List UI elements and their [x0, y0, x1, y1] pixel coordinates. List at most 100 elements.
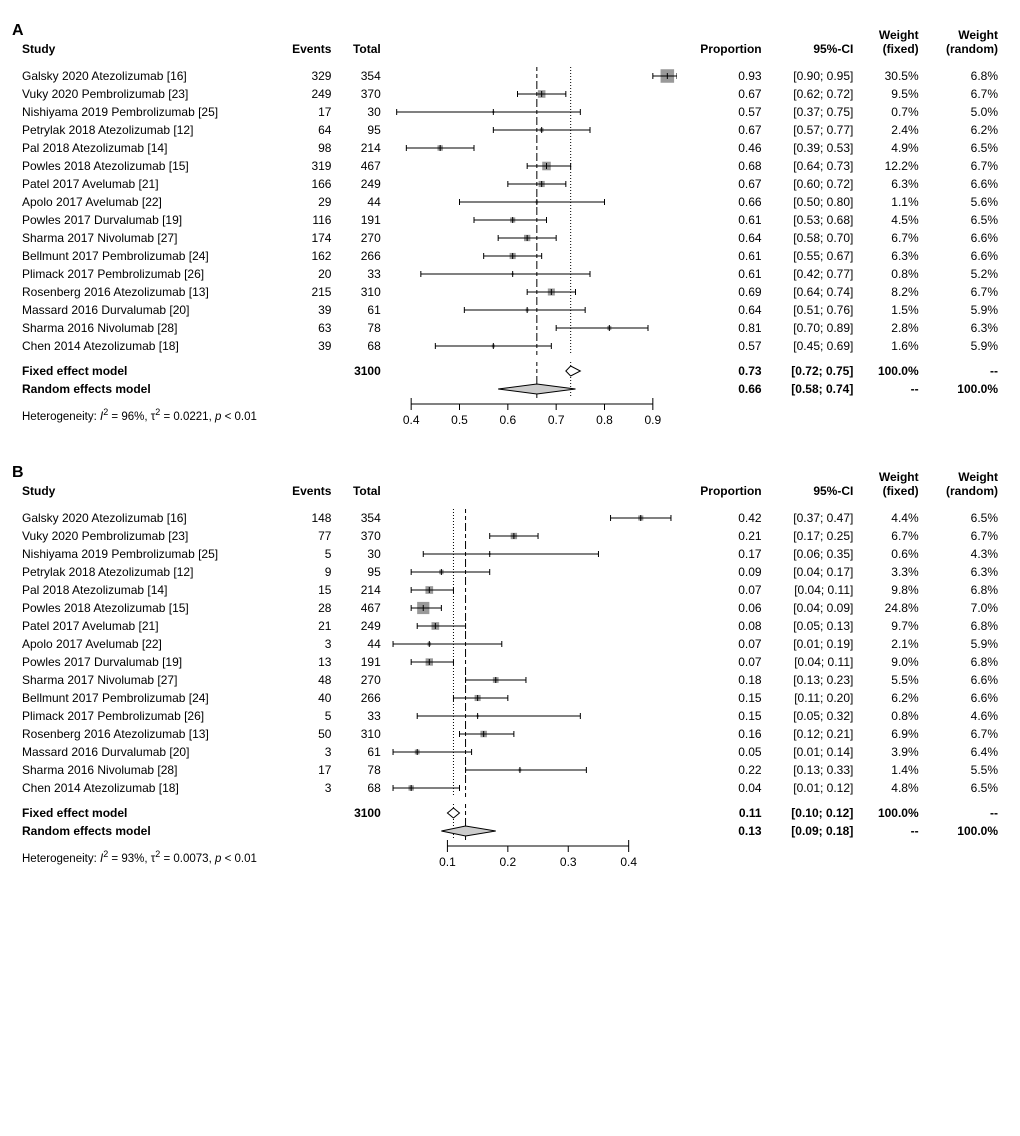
- study-row: Apolo 2017 Avelumab [22]29440.66[0.50; 0…: [16, 193, 1004, 211]
- cell-wf: 3.3%: [859, 563, 924, 581]
- cell-total: 266: [337, 247, 386, 265]
- cell-prop: 0.11: [677, 804, 768, 822]
- cell-study: Powles 2018 Atezolizumab [15]: [16, 599, 274, 617]
- col-ci: 95%-CI: [768, 26, 860, 58]
- col-wrandom: Weight(random): [925, 26, 1004, 58]
- col-plot: [387, 468, 677, 500]
- cell-study: Apolo 2017 Avelumab [22]: [16, 193, 274, 211]
- cell-events: 40: [274, 689, 338, 707]
- forest-row-plot: [387, 671, 677, 689]
- cell-prop: 0.61: [677, 265, 768, 283]
- cell-ci: [0.70; 0.89]: [768, 319, 860, 337]
- cell-wr: 6.7%: [925, 283, 1004, 301]
- cell-wf: 2.1%: [859, 635, 924, 653]
- cell-wf: 24.8%: [859, 599, 924, 617]
- study-row: Pal 2018 Atezolizumab [14]152140.07[0.04…: [16, 581, 1004, 599]
- forest-row-plot: [387, 283, 677, 301]
- forest-row-plot: [387, 193, 677, 211]
- forest-row-plot: [387, 725, 677, 743]
- cell-ci: [0.11; 0.20]: [768, 689, 860, 707]
- cell-ci: [0.72; 0.75]: [768, 362, 860, 380]
- cell-prop: 0.07: [677, 653, 768, 671]
- cell-label: Fixed effect model: [16, 804, 274, 822]
- cell-events: 39: [274, 301, 338, 319]
- cell-wr: 5.9%: [925, 635, 1004, 653]
- cell-total: 354: [337, 67, 386, 85]
- cell-prop: 0.07: [677, 635, 768, 653]
- col-events: Events: [274, 26, 338, 58]
- cell-ci: [0.58; 0.70]: [768, 229, 860, 247]
- cell-wf: 0.8%: [859, 707, 924, 725]
- cell-wf: 9.0%: [859, 653, 924, 671]
- cell-events: 15: [274, 581, 338, 599]
- cell-prop: 0.66: [677, 193, 768, 211]
- cell-total: 370: [337, 85, 386, 103]
- forest-row-plot: [387, 563, 677, 581]
- cell-wr: 6.6%: [925, 229, 1004, 247]
- col-events: Events: [274, 468, 338, 500]
- cell-ci: [0.01; 0.12]: [768, 779, 860, 797]
- study-row: Chen 2014 Atezolizumab [18]3680.04[0.01;…: [16, 779, 1004, 797]
- cell-prop: 0.67: [677, 175, 768, 193]
- forest-row-plot: [387, 743, 677, 761]
- forest-row-plot: [387, 509, 677, 527]
- forest-diamond: [387, 804, 677, 822]
- cell-wf: --: [859, 822, 924, 840]
- cell-label: Random effects model: [16, 822, 274, 840]
- cell-wr: 6.3%: [925, 563, 1004, 581]
- forest-panel-B: BStudyEventsTotalProportion95%-CIWeight(…: [16, 468, 1004, 874]
- study-row: Bellmunt 2017 Pembrolizumab [24]402660.1…: [16, 689, 1004, 707]
- study-row: Galsky 2020 Atezolizumab [16]3293540.93[…: [16, 67, 1004, 85]
- cell-ci: [0.60; 0.72]: [768, 175, 860, 193]
- forest-row-plot: [387, 581, 677, 599]
- study-row: Powles 2017 Durvalumab [19]1161910.61[0.…: [16, 211, 1004, 229]
- cell-ci: [0.17; 0.25]: [768, 527, 860, 545]
- fixed-effect-row: Fixed effect model31000.11[0.10; 0.12]10…: [16, 804, 1004, 822]
- forest-row-plot: [387, 707, 677, 725]
- cell-wf: 3.9%: [859, 743, 924, 761]
- cell-wf: 0.7%: [859, 103, 924, 121]
- cell-ci: [0.51; 0.76]: [768, 301, 860, 319]
- cell-events: 249: [274, 85, 338, 103]
- cell-study: Petrylak 2018 Atezolizumab [12]: [16, 121, 274, 139]
- svg-text:0.4: 0.4: [403, 413, 420, 427]
- cell-events: 319: [274, 157, 338, 175]
- cell-wf: 8.2%: [859, 283, 924, 301]
- svg-text:0.1: 0.1: [439, 855, 456, 869]
- cell-wr: 4.3%: [925, 545, 1004, 563]
- forest-row-plot: [387, 85, 677, 103]
- cell-events: 39: [274, 337, 338, 355]
- forest-row-plot: [387, 779, 677, 797]
- cell-wf: 9.5%: [859, 85, 924, 103]
- study-row: Vuky 2020 Pembrolizumab [23]2493700.67[0…: [16, 85, 1004, 103]
- cell-wf: 9.8%: [859, 581, 924, 599]
- cell-study: Plimack 2017 Pembrolizumab [26]: [16, 707, 274, 725]
- cell-ci: [0.64; 0.74]: [768, 283, 860, 301]
- cell-study: Chen 2014 Atezolizumab [18]: [16, 779, 274, 797]
- random-effects-row: Random effects model0.66[0.58; 0.74]--10…: [16, 380, 1004, 398]
- cell-events: 77: [274, 527, 338, 545]
- cell-wf: 12.2%: [859, 157, 924, 175]
- cell-events: 50: [274, 725, 338, 743]
- cell-ci: [0.12; 0.21]: [768, 725, 860, 743]
- cell-total: 370: [337, 527, 386, 545]
- cell-total: 310: [337, 725, 386, 743]
- forest-row-plot: [387, 635, 677, 653]
- cell-events: 98: [274, 139, 338, 157]
- cell-prop: 0.17: [677, 545, 768, 563]
- forest-row-plot: [387, 157, 677, 175]
- cell-events: 329: [274, 67, 338, 85]
- cell-wr: 6.5%: [925, 139, 1004, 157]
- cell-total: 78: [337, 761, 386, 779]
- cell-events: 215: [274, 283, 338, 301]
- forest-row-plot: [387, 545, 677, 563]
- cell-prop: 0.42: [677, 509, 768, 527]
- cell-wf: 5.5%: [859, 671, 924, 689]
- forest-row-plot: [387, 247, 677, 265]
- cell-wf: 9.7%: [859, 617, 924, 635]
- cell-wf: 6.9%: [859, 725, 924, 743]
- cell-wr: --: [925, 804, 1004, 822]
- cell-total: 270: [337, 229, 386, 247]
- forest-diamond: [387, 362, 677, 380]
- cell-total: 214: [337, 581, 386, 599]
